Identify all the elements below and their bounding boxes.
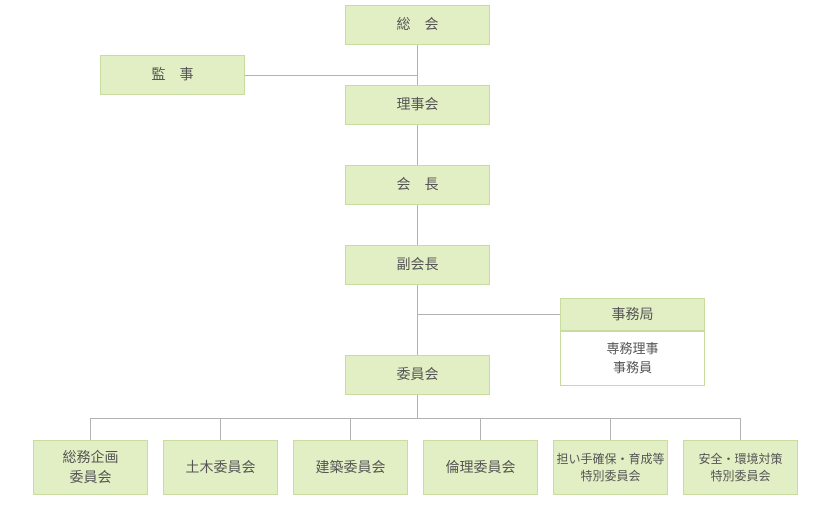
kanji-connector <box>245 75 417 76</box>
leaf-drop-6 <box>740 418 741 440</box>
node-fukukaicho: 副会長 <box>345 245 490 285</box>
node-label: 安全・環境対策 特別委員会 <box>698 451 782 485</box>
node-jimukyoku-detail: 専務理事 事務員 <box>560 331 705 386</box>
node-label: 委員会 <box>397 365 439 385</box>
node-kanji: 監 事 <box>100 55 245 95</box>
node-label: 専務理事 事務員 <box>606 340 658 376</box>
leaf-drop-4 <box>480 418 481 440</box>
node-rijikai: 理事会 <box>345 85 490 125</box>
node-label: 監 事 <box>152 65 194 85</box>
node-leaf-6: 安全・環境対策 特別委員会 <box>683 440 798 495</box>
org-chart-canvas: 総 会 監 事 理事会 会 長 副会長 事務局 専務理事 事務員 委員会 総務企… <box>0 0 821 518</box>
node-leaf-3: 建築委員会 <box>293 440 408 495</box>
node-label: 事務局 <box>612 305 654 325</box>
node-label: 会 長 <box>397 175 439 195</box>
leaf-drop-2 <box>220 418 221 440</box>
leaf-drop-3 <box>350 418 351 440</box>
leaf-drop-5 <box>610 418 611 440</box>
node-label: 建築委員会 <box>316 458 386 478</box>
iinkai-down <box>417 395 418 418</box>
node-leaf-1: 総務企画 委員会 <box>33 440 148 495</box>
node-sokai: 総 会 <box>345 5 490 45</box>
node-leaf-5: 担い手確保・育成等 特別委員会 <box>553 440 668 495</box>
node-label: 理事会 <box>397 95 439 115</box>
node-jimukyoku: 事務局 <box>560 298 705 331</box>
node-label: 土木委員会 <box>186 458 256 478</box>
leaf-bus-h <box>90 418 741 419</box>
node-kaicho: 会 長 <box>345 165 490 205</box>
node-leaf-4: 倫理委員会 <box>423 440 538 495</box>
node-label: 総 会 <box>397 15 439 35</box>
node-label: 副会長 <box>397 255 439 275</box>
node-label: 担い手確保・育成等 特別委員会 <box>556 451 664 485</box>
node-label: 倫理委員会 <box>446 458 516 478</box>
jimukyoku-connector <box>417 314 560 315</box>
node-iinkai: 委員会 <box>345 355 490 395</box>
leaf-drop-1 <box>90 418 91 440</box>
node-label: 総務企画 委員会 <box>63 448 119 487</box>
node-leaf-2: 土木委員会 <box>163 440 278 495</box>
